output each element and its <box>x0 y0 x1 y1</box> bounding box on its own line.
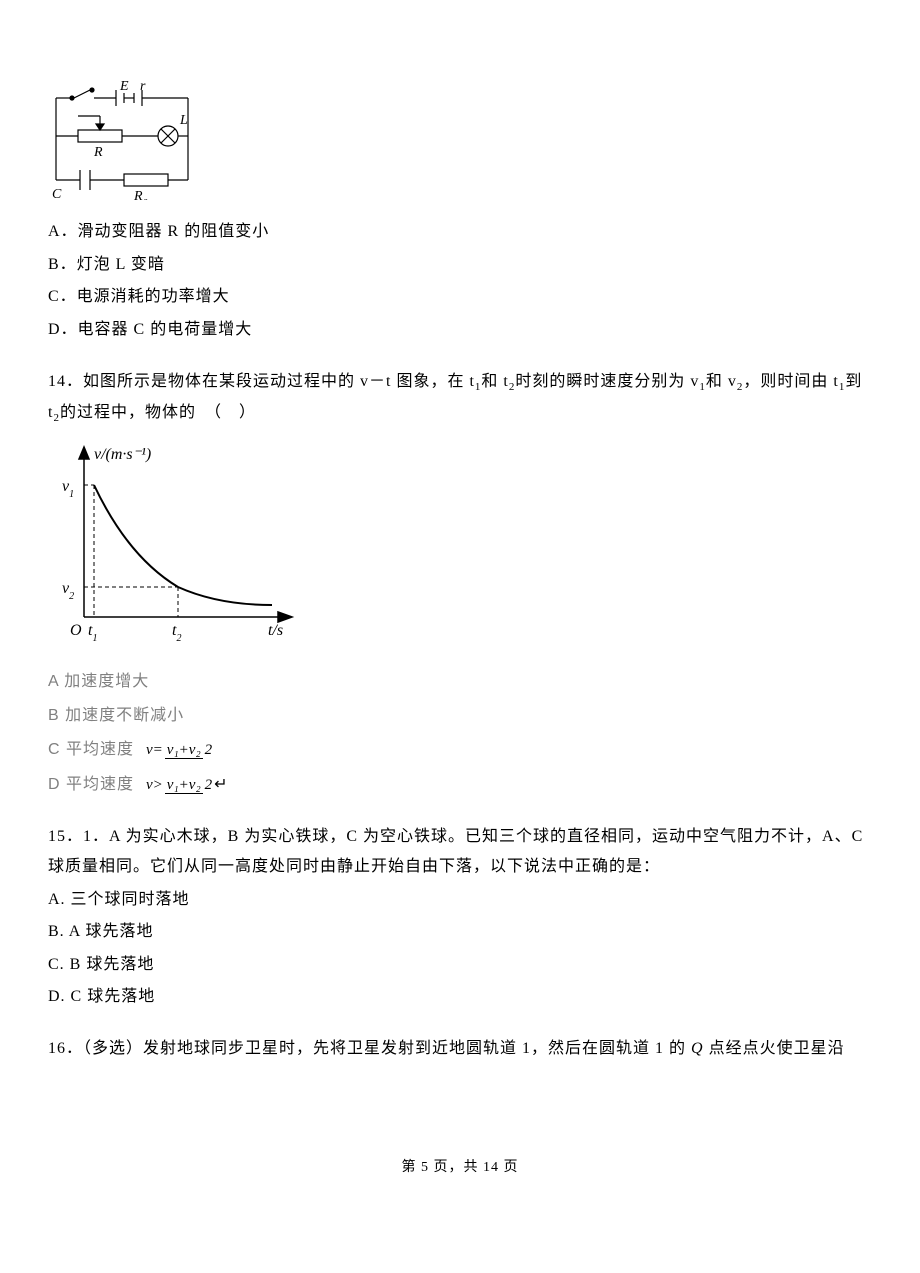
svg-text:v/(m·s⁻¹): v/(m·s⁻¹) <box>94 446 151 463</box>
page-footer: 第 5 页，共 14 页 <box>48 1155 872 1182</box>
svg-text:t1: t1 <box>88 622 97 644</box>
fd-lhs: v> <box>146 777 163 793</box>
q14-mid1: 和 t <box>481 373 508 390</box>
q15-text: 15．1．A 为实心木球，B 为实心铁球，C 为空心铁球。已知三个球的直径相同，… <box>48 822 872 883</box>
footer-mid: 页，共 <box>429 1160 483 1175</box>
q13-option-d: D．电容器 C 的电荷量增大 <box>48 315 872 345</box>
fd-den: 2 <box>203 777 215 793</box>
q15-option-c: C. B 球先落地 <box>48 950 872 980</box>
q14-tail: ，则时间由 t <box>743 373 838 390</box>
q14-option-a: A 加速度增大 <box>48 667 872 697</box>
q16-q: Q <box>691 1040 704 1057</box>
svg-text:v1: v1 <box>62 478 74 500</box>
svg-text:O: O <box>70 622 82 639</box>
q14-mid2: 时刻的瞬时速度分别为 v <box>515 373 699 390</box>
svg-text:E: E <box>119 80 129 94</box>
svg-text:t/s: t/s <box>268 622 283 639</box>
q15-option-d: D. C 球先落地 <box>48 982 872 1012</box>
q15-option-a: A. 三个球同时落地 <box>48 885 872 915</box>
q16-post: 点经点火使卫星沿 <box>704 1040 845 1057</box>
footer-post: 页 <box>499 1160 519 1175</box>
fd-num: v₁+v₂ <box>165 777 203 794</box>
svg-text:R0: R0 <box>133 189 148 200</box>
q15-block: 15．1．A 为实心木球，B 为实心铁球，C 为空心铁球。已知三个球的直径相同，… <box>48 822 872 1012</box>
q13-option-a: A．滑动变阻器 R 的阻值变小 <box>48 217 872 247</box>
svg-text:R: R <box>93 145 103 160</box>
q14-mid3: 和 v <box>706 373 737 390</box>
footer-total: 14 <box>483 1160 499 1175</box>
vt-graph: v/(m·s⁻¹) v1 v2 O t1 t2 t/s <box>48 437 872 658</box>
q16-block: 16．（多选）发射地球同步卫星时，先将卫星发射到近地圆轨道 1，然后在圆轨道 1… <box>48 1034 872 1064</box>
fc-num: v₁+v₂ <box>165 742 203 759</box>
svg-text:C: C <box>52 187 62 200</box>
q16-pre: 16．（多选）发射地球同步卫星时，先将卫星发射到近地圆轨道 1，然后在圆轨道 1… <box>48 1040 691 1057</box>
footer-pre: 第 <box>402 1160 422 1175</box>
q16-text: 16．（多选）发射地球同步卫星时，先将卫星发射到近地圆轨道 1，然后在圆轨道 1… <box>48 1034 872 1064</box>
footer-page: 5 <box>421 1160 429 1175</box>
q14-option-b: B 加速度不断减小 <box>48 701 872 731</box>
circuit-diagram: E r L R C R0 <box>48 80 872 211</box>
q14-formula-c: v=v₁+v₂2 <box>146 735 214 765</box>
fc-lhs: v= <box>146 742 163 758</box>
q14-option-d: D 平均速度 v>v₁+v₂2↵ <box>48 770 872 800</box>
q13-option-b: B．灯泡 L 变暗 <box>48 250 872 280</box>
fc-den: 2 <box>203 742 215 758</box>
q14-block: 14．如图所示是物体在某段运动过程中的 v－t 图象，在 t1和 t2时刻的瞬时… <box>48 367 872 800</box>
q14-formula-d: v>v₁+v₂2↵ <box>146 770 228 800</box>
q14-prefix: 14．如图所示是物体在某段运动过程中的 v－t 图象，在 t <box>48 373 475 390</box>
svg-text:L: L <box>179 113 188 128</box>
q14-text: 14．如图所示是物体在某段运动过程中的 v－t 图象，在 t1和 t2时刻的瞬时… <box>48 367 872 429</box>
q14-tail3: 的过程中，物体的 （ ） <box>60 404 256 421</box>
svg-text:t2: t2 <box>172 622 181 644</box>
q13-option-c: C．电源消耗的功率增大 <box>48 282 872 312</box>
q14-optd-label: D 平均速度 <box>48 770 134 800</box>
svg-text:v2: v2 <box>62 580 74 602</box>
q14-option-c: C 平均速度 v=v₁+v₂2 <box>48 735 872 765</box>
q14-optc-label: C 平均速度 <box>48 735 134 765</box>
q15-option-b: B. A 球先落地 <box>48 917 872 947</box>
svg-text:r: r <box>140 80 146 94</box>
